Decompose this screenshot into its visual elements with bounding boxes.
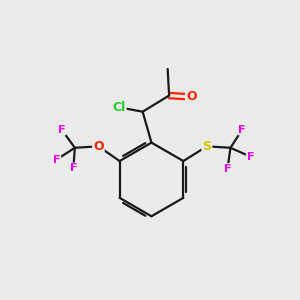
Text: F: F [224, 164, 231, 174]
Text: F: F [70, 164, 77, 173]
Text: F: F [58, 124, 65, 134]
Text: F: F [247, 152, 254, 162]
Text: F: F [238, 124, 246, 134]
Text: S: S [202, 140, 211, 153]
Text: O: O [93, 140, 104, 153]
Text: F: F [53, 154, 60, 165]
Text: Cl: Cl [112, 101, 126, 114]
Text: O: O [186, 91, 196, 103]
